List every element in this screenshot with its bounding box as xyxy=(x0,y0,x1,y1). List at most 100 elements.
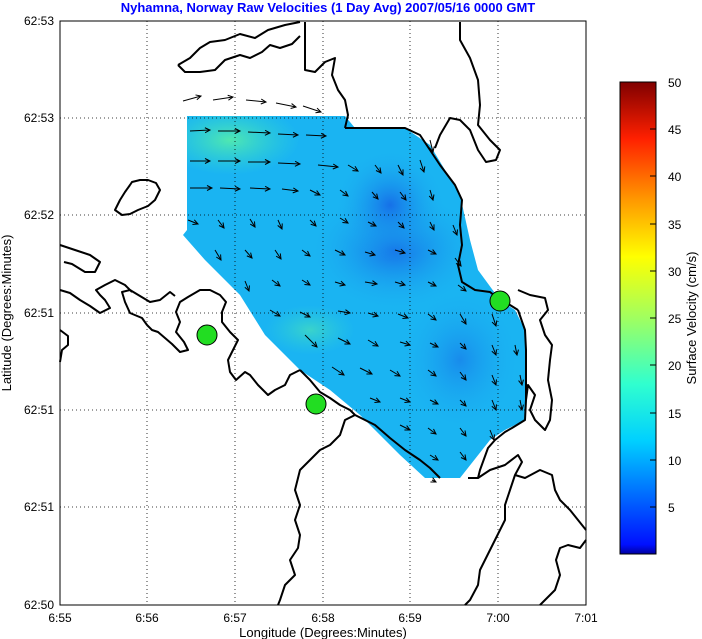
velocity-arrow-head xyxy=(430,314,437,321)
velocity-arrow xyxy=(277,162,301,165)
velocity-arrow xyxy=(182,95,202,102)
velocity-arrow-head xyxy=(399,248,407,255)
figure-title: Nyhamna, Norway Raw Velocities (1 Day Av… xyxy=(121,0,536,15)
velocity-arrow-head xyxy=(428,146,435,154)
velocity-arrow xyxy=(301,249,311,257)
colorbar-tick-label: 45 xyxy=(668,123,682,137)
velocity-arrow xyxy=(244,280,250,292)
velocity-arrow xyxy=(305,134,327,137)
velocity-arrow-head xyxy=(275,253,282,260)
velocity-arrow xyxy=(491,374,497,386)
velocity-arrow-head xyxy=(249,221,256,228)
velocity-arrow xyxy=(249,187,271,190)
velocity-arrow-head xyxy=(314,190,321,196)
velocity-arrow xyxy=(367,312,379,317)
velocity-arrow xyxy=(302,105,322,113)
velocity-arrow-head xyxy=(491,349,497,357)
velocity-arrow-head xyxy=(274,311,281,317)
x-tick-label: 6:59 xyxy=(398,611,422,625)
velocity-arrow-head xyxy=(320,132,328,139)
velocity-arrow xyxy=(459,342,467,350)
velocity-arrow-head xyxy=(428,194,435,202)
velocity-arrow xyxy=(427,369,437,377)
velocity-arrow-head xyxy=(430,281,437,287)
velocity-arrow xyxy=(331,366,345,376)
velocity-arrow-head xyxy=(264,159,272,165)
velocity-arrow-head xyxy=(369,250,377,257)
station-marker-west xyxy=(196,324,218,346)
velocity-arrow-head xyxy=(294,160,302,167)
velocity-arrow xyxy=(317,164,339,168)
velocity-arrow-head xyxy=(290,103,298,109)
y-tick-label: 62:53 xyxy=(24,14,54,28)
velocity-arrow-head xyxy=(402,313,410,319)
velocity-arrow-head xyxy=(311,341,318,348)
velocity-arrow-head xyxy=(398,222,405,229)
velocity-arrow xyxy=(337,337,351,345)
velocity-arrow xyxy=(334,249,346,256)
colorbar: 50 45 40 35 30 25 20 15 10 5 Surface Vel… xyxy=(619,76,699,555)
y-tick-label: 62:53 xyxy=(24,111,54,125)
velocity-arrow-head xyxy=(429,224,435,231)
velocity-arrow xyxy=(337,310,351,314)
station-marker-south xyxy=(305,393,327,415)
velocity-arrow xyxy=(419,159,425,173)
velocity-arrow-head xyxy=(332,163,340,170)
velocity-arrow xyxy=(364,281,378,285)
velocity-arrow-head xyxy=(192,219,200,225)
velocity-arrow-head xyxy=(218,222,225,229)
colorbar-tick-label: 25 xyxy=(668,312,682,326)
velocity-arrow-head xyxy=(452,229,458,237)
velocity-arrow xyxy=(244,249,253,259)
y-axis: 62:53 62:53 62:52 62:51 62:51 62:51 62:5… xyxy=(0,14,54,612)
stations xyxy=(196,290,511,415)
velocity-arrow xyxy=(459,451,467,461)
y-tick-label: 62:50 xyxy=(24,598,54,612)
velocity-arrow xyxy=(519,399,523,411)
velocity-arrow-head xyxy=(371,280,379,287)
velocity-arrow-head xyxy=(234,185,242,192)
y-tick-label: 62:51 xyxy=(24,306,54,320)
velocity-arrow-head xyxy=(513,349,519,357)
velocity-arrow-head xyxy=(292,187,300,194)
velocity-arrow-head xyxy=(491,379,497,387)
axes-frame xyxy=(59,20,587,606)
velocity-arrow-head xyxy=(304,279,311,286)
velocity-arrow-head xyxy=(374,397,382,403)
velocity-arrow-head xyxy=(264,129,272,136)
velocity-arrow xyxy=(491,313,497,327)
velocity-arrow-head xyxy=(234,158,242,164)
grid xyxy=(60,21,586,605)
velocity-arrow xyxy=(489,429,495,441)
velocity-arrow xyxy=(217,219,225,229)
velocity-arrow-head xyxy=(430,428,437,435)
velocity-arrow-head xyxy=(518,379,524,387)
velocity-arrow xyxy=(277,133,299,136)
velocity-arrow xyxy=(249,218,256,228)
velocity-arrow-head xyxy=(419,166,426,174)
x-axis: 6:55 6:56 6:57 6:58 6:59 7:00 7:01 Longi… xyxy=(48,611,598,639)
colorbar-tick-label: 50 xyxy=(668,76,682,90)
x-tick-label: 6:58 xyxy=(311,611,335,625)
velocity-arrows xyxy=(182,94,524,483)
y-tick-label: 62:51 xyxy=(24,500,54,514)
colorbar-tick-label: 30 xyxy=(668,265,682,279)
velocity-arrow xyxy=(304,334,318,348)
velocity-arrow-head xyxy=(432,454,439,461)
velocity-arrow xyxy=(429,399,439,405)
velocity-arrow-head xyxy=(344,339,351,345)
velocity-arrow xyxy=(459,399,467,407)
velocity-arrow-head xyxy=(339,250,346,256)
velocity-arrow xyxy=(397,164,404,176)
velocity-arrow xyxy=(309,189,321,196)
velocity-arrow-head xyxy=(394,371,401,377)
velocity-arrow-head xyxy=(461,318,467,325)
velocity-arrow xyxy=(275,102,297,108)
velocity-arrow xyxy=(394,249,406,254)
y-tick-label: 62:52 xyxy=(24,208,54,222)
velocity-arrow-head xyxy=(489,434,495,442)
velocity-arrow-head xyxy=(339,280,347,287)
velocity-arrow-head xyxy=(204,127,212,134)
velocity-arrow-head xyxy=(204,158,212,164)
velocity-arrow-head xyxy=(372,311,380,318)
